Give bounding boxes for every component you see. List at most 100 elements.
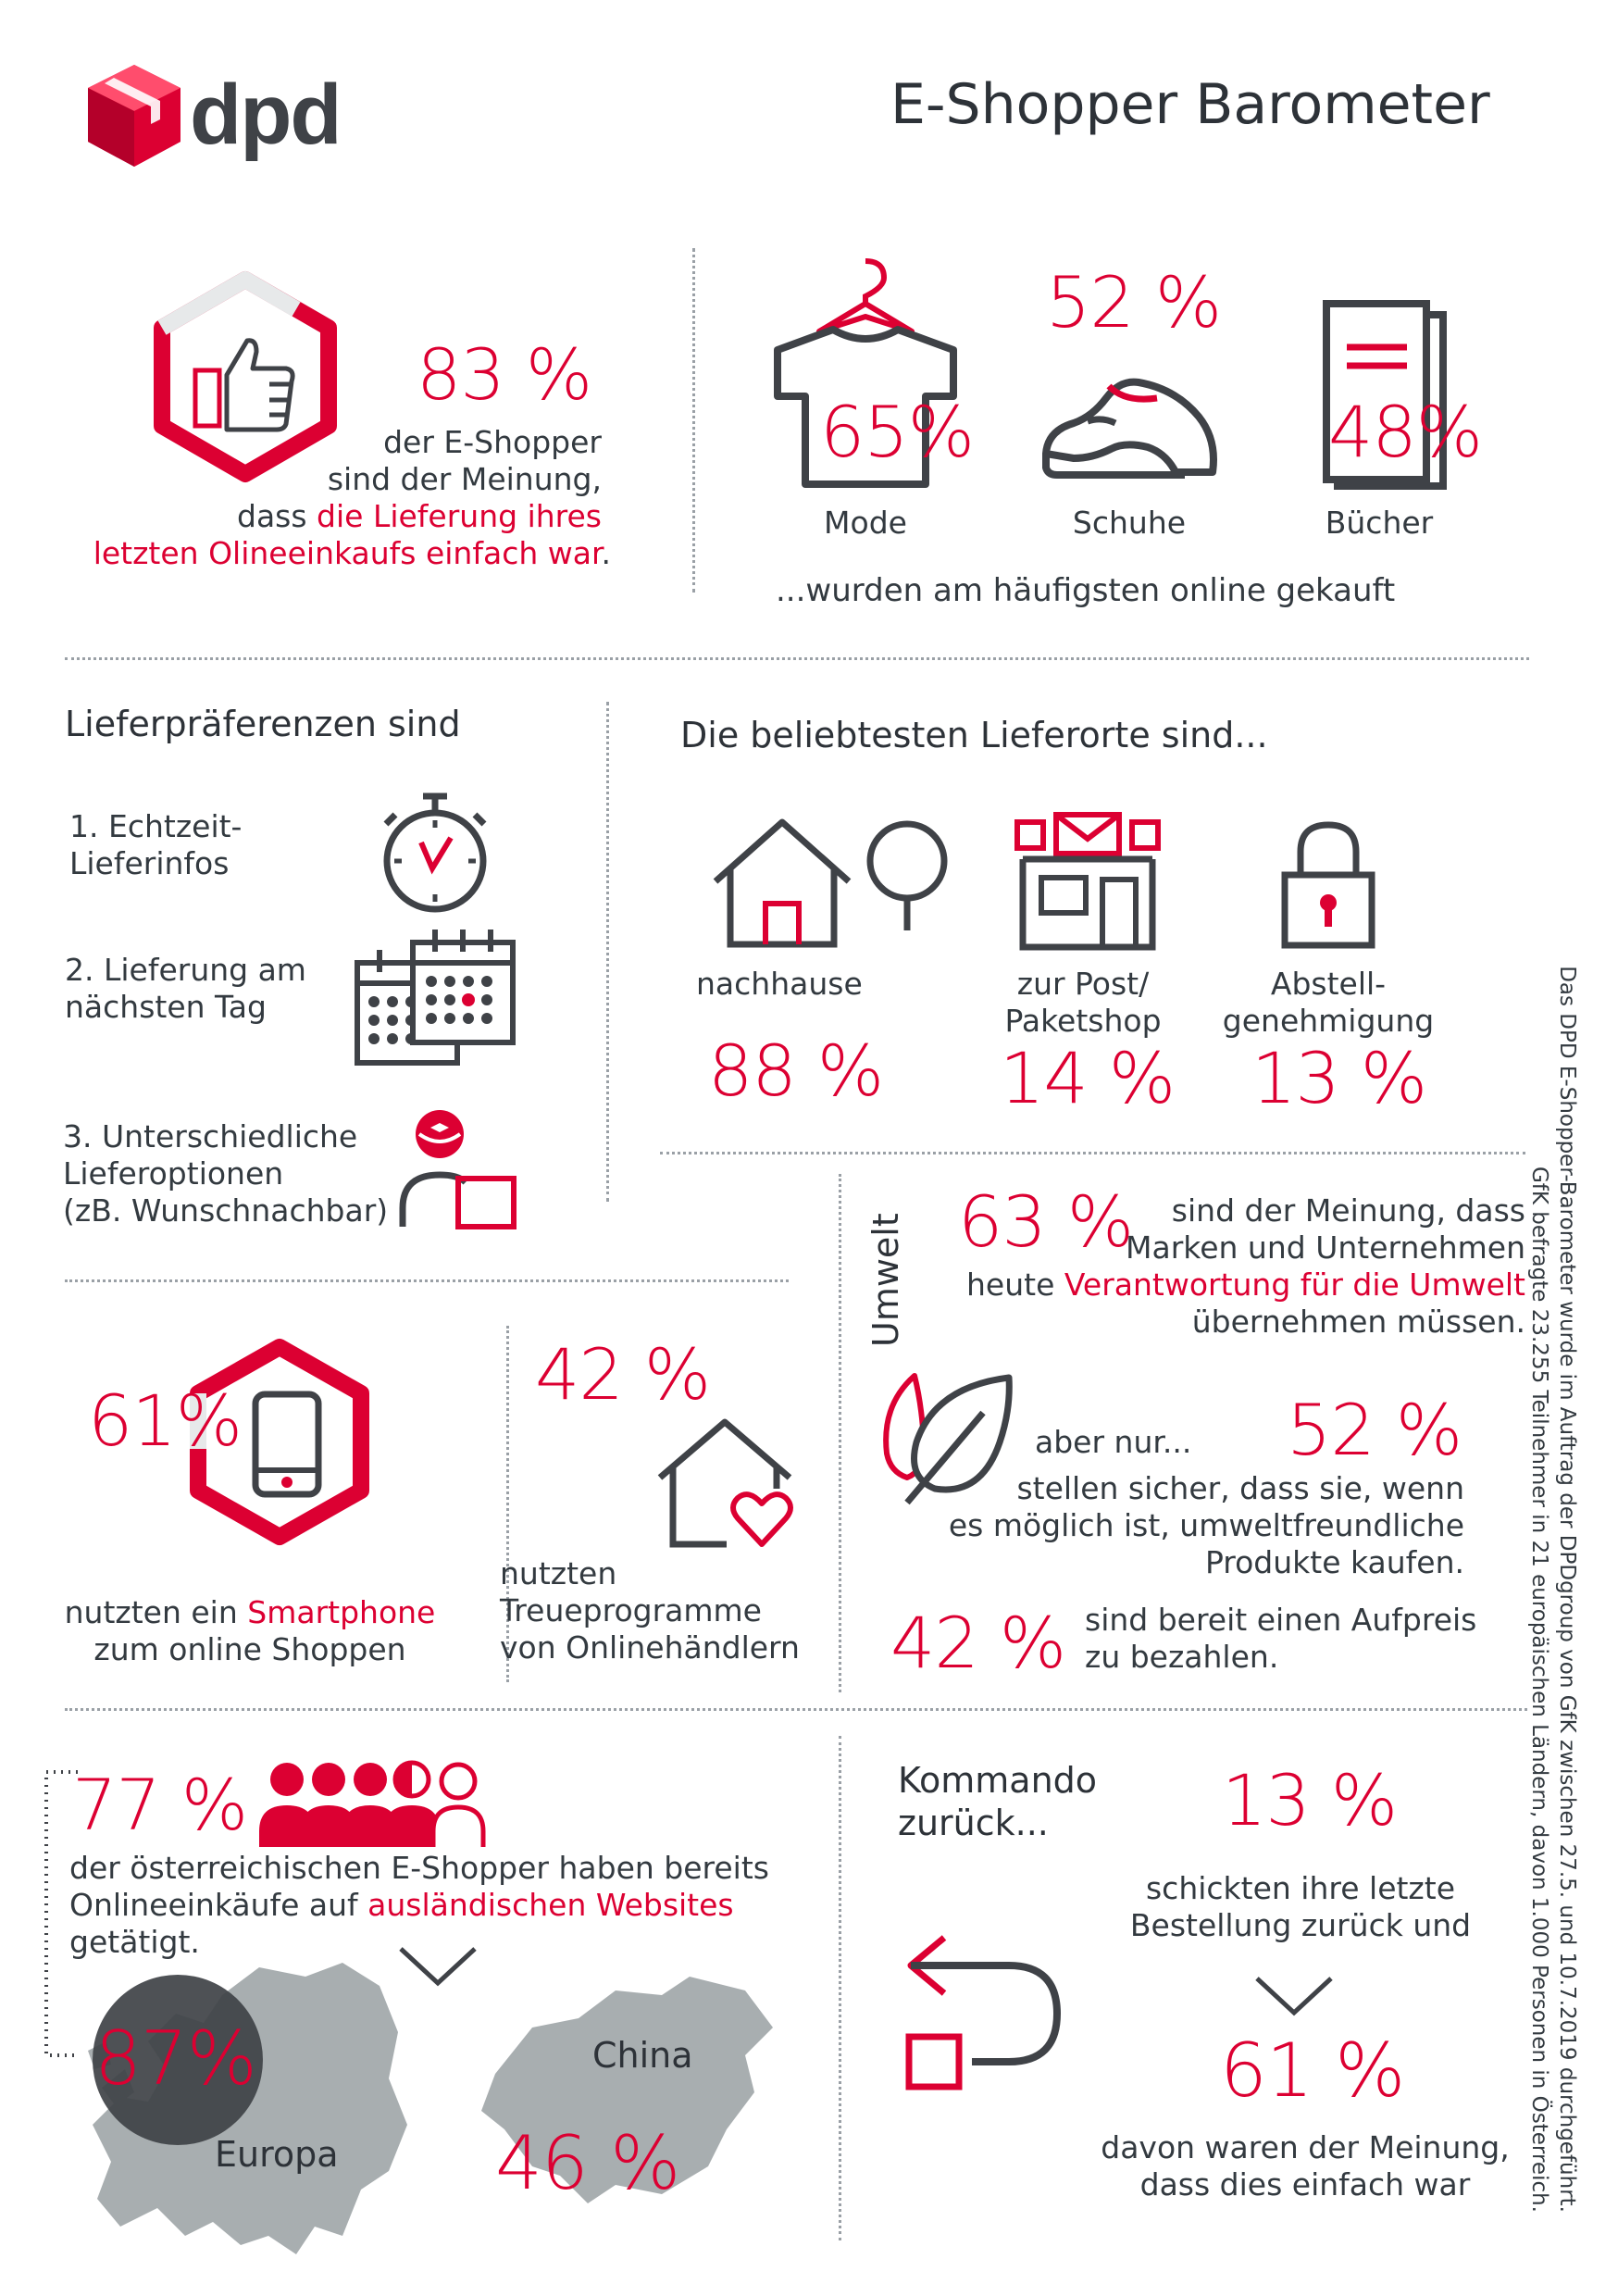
environment-t1-line4: übernehmen müssen. xyxy=(1191,1304,1525,1340)
people-group-icon xyxy=(259,1760,486,1847)
divider xyxy=(660,1152,1525,1154)
preferences-title: Lieferpräferenzen sind xyxy=(65,704,461,744)
returns-percent2: 61 % xyxy=(1220,2028,1405,2114)
environment-t1-line1: sind der Meinung, dass xyxy=(1171,1192,1525,1229)
stopwatch-icon xyxy=(383,792,487,913)
category-buecher-percent: 48% xyxy=(1328,391,1483,473)
places-post-label1: zur Post/ xyxy=(1016,966,1150,1002)
pref-item-2: 2. Lieferung am nächsten Tag xyxy=(65,952,306,1026)
places-drop-label: Abstell- genehmigung xyxy=(1217,966,1439,1040)
environment-p1: 63 % xyxy=(958,1180,1134,1263)
delivery-easy-line2: sind der Meinung, xyxy=(327,461,602,497)
category-buecher-label: Bücher xyxy=(1325,505,1434,541)
places-title: Die beliebtesten Lieferorte sind... xyxy=(680,715,1268,755)
environment-t2-line1: stellen sicher, dass sie, wenn xyxy=(1016,1470,1464,1506)
environment-t3-line2: zu bezahlen. xyxy=(1085,1639,1279,1675)
delivery-easy-line4-post: . xyxy=(601,535,612,571)
returns-title2: zurück... xyxy=(898,1803,1049,1843)
pref-item-3-line3: (zB. Wunschnachbar) xyxy=(63,1192,389,1229)
smartphone-text: nutzten ein Smartphone zum online Shoppe… xyxy=(51,1594,449,1668)
environment-t3-line1: sind bereit einen Aufpreis xyxy=(1085,1602,1477,1638)
foreign-percent: 77 % xyxy=(72,1764,248,1846)
delivery-easy-line1: der E-Shopper xyxy=(383,424,602,460)
environment-t2-line3: Produkte kaufen. xyxy=(1204,1544,1464,1580)
logo-text: dpd xyxy=(190,68,342,162)
dpd-cube-icon xyxy=(88,65,180,167)
category-mode-label: Mode xyxy=(824,505,907,541)
pref-item-1-line2: Lieferinfos xyxy=(69,845,230,881)
delivery-easy-text: der E-Shopper sind der Meinung, dass die… xyxy=(222,424,602,535)
divider xyxy=(65,1279,789,1282)
returns-line4: dass dies einfach war xyxy=(1139,2166,1471,2202)
pref-item-3-line1: 3. Unterschiedliche xyxy=(63,1118,358,1154)
delivery-easy-line3: dass die Lieferung ihres xyxy=(222,498,602,535)
foreign-line2-pre: Onlineeinkäufe auf xyxy=(69,1887,368,1923)
hexagon-ring-icon xyxy=(190,1339,369,1545)
thumbs-up-icon xyxy=(193,338,295,432)
returns-line1: schickten ihre letzte xyxy=(1145,1870,1455,1906)
china-percent: 46 % xyxy=(495,2120,680,2206)
foreign-line2-red: ausländischen Websites xyxy=(367,1887,734,1923)
places-drop-label1: Abstell- xyxy=(1270,966,1387,1002)
loyalty-line2: Treueprogramme xyxy=(500,1592,762,1628)
china-label: China xyxy=(592,2035,693,2076)
post-shop-icon xyxy=(1014,812,1161,951)
environment-t3: sind bereit einen Aufpreis zu bezahlen. xyxy=(1085,1602,1476,1676)
europe-label: Europa xyxy=(215,2134,339,2175)
returns-line3: davon waren der Meinung, xyxy=(1101,2129,1510,2165)
shoe-icon xyxy=(1042,378,1217,479)
smartphone-icon xyxy=(252,1391,322,1498)
divider xyxy=(606,702,609,1202)
house-heart-icon xyxy=(657,1418,793,1548)
places-post-percent: 14 % xyxy=(1000,1037,1176,1119)
delivery-easy-line4: letzten Olineeinkaufs einfach war. xyxy=(37,535,611,572)
smartphone-line2: zum online Shoppen xyxy=(93,1631,406,1667)
calendar-icon xyxy=(355,930,516,1066)
padlock-icon xyxy=(1281,821,1375,949)
environment-t1-line3-pre: heute xyxy=(966,1267,1064,1303)
page-title: E-Shopper Barometer xyxy=(890,72,1490,137)
environment-t1-line3-red: Verantwortung für die Umwelt xyxy=(1064,1267,1525,1303)
delivery-easy-percent: 83 % xyxy=(417,333,592,416)
category-mode-percent: 65% xyxy=(820,391,975,473)
pref-item-3: 3. Unterschiedliche Lieferoptionen (zB. … xyxy=(63,1118,388,1229)
environment-t1: sind der Meinung, dass Marken und Untern… xyxy=(926,1192,1525,1341)
pref-item-3-line2: Lieferoptionen xyxy=(63,1155,284,1192)
divider xyxy=(506,1326,509,1682)
foreign-line2: Onlineeinkäufe auf ausländischen Website… xyxy=(69,1887,801,1924)
returns-text1: schickten ihre letzte Bestellung zurück … xyxy=(1092,1870,1509,1944)
delivery-easy-line3-red: die Lieferung ihres xyxy=(317,498,602,534)
loyalty-percent: 42 % xyxy=(535,1333,711,1416)
loyalty-text: nutzten Treueprogramme von Onlinehändler… xyxy=(500,1555,800,1666)
places-post-label2: Paketshop xyxy=(1004,1003,1162,1039)
places-home-label: nachhause xyxy=(696,966,863,1002)
book-icon xyxy=(1323,300,1447,490)
loyalty-line1: nutzten xyxy=(500,1555,617,1591)
environment-label: Umwelt xyxy=(865,1213,906,1347)
categories-footer: ...wurden am häufigsten online gekauft xyxy=(776,572,1396,609)
chevron-down-icon xyxy=(399,1947,477,1987)
places-post-label: zur Post/ Paketshop xyxy=(977,966,1189,1040)
delivery-easy-line3-pre: dass xyxy=(237,498,317,534)
hexagon-ring-icon xyxy=(154,271,337,482)
returns-line2: Bestellung zurück und xyxy=(1129,1907,1472,1943)
category-schuhe-label: Schuhe xyxy=(1072,505,1187,541)
europe-highlight-circle xyxy=(93,1975,263,2145)
delivery-person-icon xyxy=(399,1110,517,1229)
pref-item-1-line1: 1. Echtzeit- xyxy=(69,808,243,844)
divider xyxy=(692,248,695,593)
loyalty-line3: von Onlinehändlern xyxy=(500,1629,800,1666)
foreign-line1: der österreichischen E-Shopper haben ber… xyxy=(69,1850,769,1886)
places-drop-label2: genehmigung xyxy=(1222,1003,1435,1039)
returns-text2: davon waren der Meinung, dass dies einfa… xyxy=(1064,2129,1546,2203)
pref-item-2-line2: nächsten Tag xyxy=(65,989,267,1025)
footnote: Das DPD E-Shopper-Barometer wurde im Auf… xyxy=(1525,898,1581,2213)
divider xyxy=(65,657,1529,660)
smartphone-line1-pre: nutzten ein xyxy=(64,1594,248,1630)
places-home-percent: 88 % xyxy=(708,1029,884,1112)
environment-p2: 52 % xyxy=(1287,1389,1462,1471)
delivery-easy-line4-red: letzten Olineeinkaufs einfach war xyxy=(93,535,602,571)
environment-t1-line2: Marken und Unternehmen xyxy=(1126,1229,1525,1266)
pref-item-2-line1: 2. Lieferung am xyxy=(65,952,306,988)
smartphone-line1: nutzten ein Smartphone xyxy=(51,1594,449,1631)
